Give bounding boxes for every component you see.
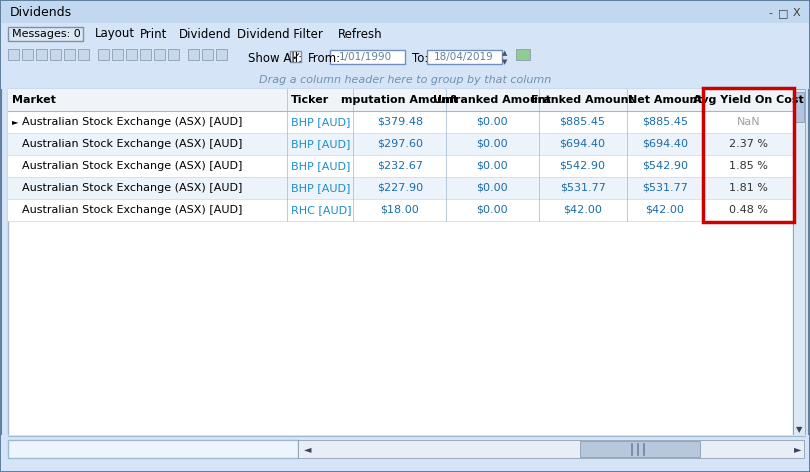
Text: $0.00: $0.00 (476, 139, 508, 149)
Text: ►: ► (12, 118, 19, 126)
FancyBboxPatch shape (8, 440, 298, 458)
Text: BHP [AUD]: BHP [AUD] (291, 139, 350, 149)
Text: 1.81 %: 1.81 % (729, 183, 768, 193)
Text: ▼: ▼ (795, 425, 802, 435)
Text: BHP [AUD]: BHP [AUD] (291, 117, 350, 127)
Text: 0.48 %: 0.48 % (729, 205, 768, 215)
Text: Franked Amount: Franked Amount (531, 95, 634, 105)
FancyBboxPatch shape (8, 89, 793, 439)
FancyBboxPatch shape (580, 441, 700, 457)
FancyBboxPatch shape (188, 49, 199, 60)
Text: ✓: ✓ (292, 52, 301, 62)
Text: $531.77: $531.77 (560, 183, 606, 193)
FancyBboxPatch shape (298, 440, 804, 458)
Text: Ticker: Ticker (291, 95, 329, 105)
Text: Australian Stock Exchange (ASX) [AUD]: Australian Stock Exchange (ASX) [AUD] (22, 139, 242, 149)
Text: $232.67: $232.67 (377, 161, 423, 171)
FancyBboxPatch shape (140, 49, 151, 60)
Text: 2.37 %: 2.37 % (729, 139, 768, 149)
Text: BHP [AUD]: BHP [AUD] (291, 161, 350, 171)
Text: 1/01/1990: 1/01/1990 (339, 52, 391, 62)
Text: $0.00: $0.00 (476, 161, 508, 171)
Text: 18/04/2019: 18/04/2019 (434, 52, 494, 62)
FancyBboxPatch shape (216, 49, 227, 60)
Text: ►: ► (795, 444, 802, 454)
Text: $42.00: $42.00 (646, 205, 684, 215)
Text: $694.40: $694.40 (642, 139, 688, 149)
FancyBboxPatch shape (202, 49, 213, 60)
Text: Dividend Filter: Dividend Filter (237, 27, 322, 41)
FancyBboxPatch shape (794, 92, 804, 122)
FancyBboxPatch shape (98, 49, 109, 60)
FancyBboxPatch shape (78, 49, 89, 60)
Text: $694.40: $694.40 (560, 139, 606, 149)
Text: Australian Stock Exchange (ASX) [AUD]: Australian Stock Exchange (ASX) [AUD] (22, 205, 242, 215)
Text: Market: Market (12, 95, 56, 105)
Text: NaN: NaN (736, 117, 760, 127)
Text: ▼: ▼ (502, 59, 508, 65)
Text: $0.00: $0.00 (476, 117, 508, 127)
FancyBboxPatch shape (1, 71, 809, 89)
FancyBboxPatch shape (126, 49, 137, 60)
Text: X: X (792, 8, 799, 18)
Text: Drag a column header here to group by that column: Drag a column header here to group by th… (259, 75, 551, 85)
Text: Unfranked Amount: Unfranked Amount (433, 95, 552, 105)
FancyBboxPatch shape (8, 199, 793, 221)
Text: $297.60: $297.60 (377, 139, 423, 149)
FancyBboxPatch shape (330, 50, 405, 64)
Text: Show All:: Show All: (248, 51, 302, 65)
FancyBboxPatch shape (1, 23, 809, 45)
Text: $542.90: $542.90 (560, 161, 606, 171)
Text: ◄: ◄ (305, 444, 312, 454)
Text: $531.77: $531.77 (642, 183, 688, 193)
Text: Net Amount: Net Amount (628, 95, 702, 105)
Text: Australian Stock Exchange (ASX) [AUD]: Australian Stock Exchange (ASX) [AUD] (22, 117, 242, 127)
FancyBboxPatch shape (427, 50, 502, 64)
Text: Australian Stock Exchange (ASX) [AUD]: Australian Stock Exchange (ASX) [AUD] (22, 161, 242, 171)
Text: $885.45: $885.45 (642, 117, 688, 127)
Text: Messages: 0: Messages: 0 (11, 29, 80, 39)
Text: Layout: Layout (95, 27, 135, 41)
FancyBboxPatch shape (8, 27, 83, 41)
Text: 1.85 %: 1.85 % (729, 161, 768, 171)
Text: ▲: ▲ (502, 50, 508, 56)
Text: mputation Amount: mputation Amount (341, 95, 458, 105)
Text: Dividends: Dividends (10, 7, 72, 19)
Text: $885.45: $885.45 (560, 117, 606, 127)
Text: To:: To: (412, 51, 428, 65)
FancyBboxPatch shape (8, 89, 793, 111)
Text: $0.00: $0.00 (476, 183, 508, 193)
Text: Australian Stock Exchange (ASX) [AUD]: Australian Stock Exchange (ASX) [AUD] (22, 183, 242, 193)
FancyBboxPatch shape (50, 49, 61, 60)
FancyBboxPatch shape (793, 89, 805, 435)
FancyBboxPatch shape (290, 51, 301, 62)
FancyBboxPatch shape (36, 49, 47, 60)
Text: -: - (768, 8, 772, 18)
FancyBboxPatch shape (8, 133, 793, 155)
FancyBboxPatch shape (22, 49, 33, 60)
Text: $227.90: $227.90 (377, 183, 423, 193)
Text: □: □ (778, 8, 788, 18)
FancyBboxPatch shape (154, 49, 165, 60)
FancyBboxPatch shape (1, 1, 809, 23)
Text: BHP [AUD]: BHP [AUD] (291, 183, 350, 193)
Text: $542.90: $542.90 (642, 161, 688, 171)
FancyBboxPatch shape (64, 49, 75, 60)
Text: $0.00: $0.00 (476, 205, 508, 215)
FancyBboxPatch shape (8, 49, 19, 60)
FancyBboxPatch shape (1, 45, 809, 71)
Text: RHC [AUD]: RHC [AUD] (291, 205, 352, 215)
FancyBboxPatch shape (8, 111, 793, 133)
Text: $42.00: $42.00 (563, 205, 602, 215)
FancyBboxPatch shape (168, 49, 179, 60)
Text: Dividend: Dividend (179, 27, 232, 41)
Text: $18.00: $18.00 (381, 205, 419, 215)
Text: $379.48: $379.48 (377, 117, 423, 127)
Text: From:: From: (308, 51, 341, 65)
FancyBboxPatch shape (516, 49, 530, 60)
FancyBboxPatch shape (112, 49, 123, 60)
FancyBboxPatch shape (8, 155, 793, 177)
FancyBboxPatch shape (8, 177, 793, 199)
FancyBboxPatch shape (1, 435, 809, 471)
